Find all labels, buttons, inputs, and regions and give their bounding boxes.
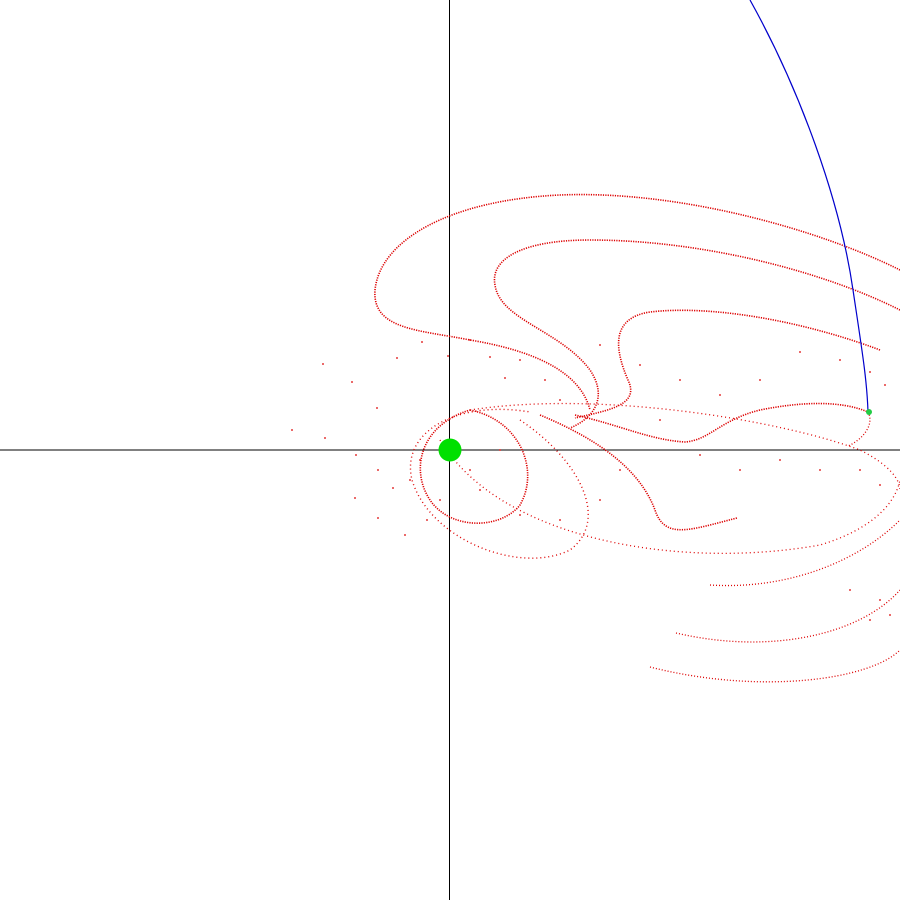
central-body: [438, 438, 462, 462]
particle-dot: [324, 437, 326, 439]
particle-dot: [869, 619, 871, 621]
particle-stream-10: [709, 519, 900, 587]
particle-dot: [544, 379, 546, 381]
particle-dot: [322, 363, 324, 365]
particle-dot: [447, 355, 449, 357]
particle-dot: [291, 429, 293, 431]
particle-dot: [859, 469, 861, 471]
particle-dot: [799, 351, 801, 353]
particle-stream-1: [374, 193, 900, 411]
satellite-dot: [866, 409, 872, 415]
particle-dot: [884, 384, 886, 386]
particle-dot: [354, 497, 356, 499]
particle-dot: [779, 459, 781, 461]
particle-dot: [599, 499, 601, 501]
particle-stream-12: [649, 649, 900, 683]
particle-stream-7: [409, 408, 589, 559]
orbit-path: [749, 0, 869, 413]
particle-dot: [559, 519, 561, 521]
particle-dot: [392, 487, 394, 489]
particle-dot: [421, 341, 423, 343]
particle-dot: [659, 419, 661, 421]
particle-dot: [419, 459, 421, 461]
particle-stream-6: [419, 409, 529, 524]
particle-stream-9: [469, 402, 900, 491]
particle-dot: [739, 469, 741, 471]
particle-dot: [519, 359, 521, 361]
particle-dot: [679, 379, 681, 381]
particle-dot: [879, 484, 881, 486]
particle-dot: [409, 479, 411, 481]
particle-stream-3: [574, 309, 881, 419]
particle-dot: [355, 454, 357, 456]
particle-dot: [519, 514, 521, 516]
particle-dot: [404, 534, 406, 536]
particle-dot: [699, 454, 701, 456]
particle-dot: [351, 381, 353, 383]
particle-dot: [639, 364, 641, 366]
particle-dot: [849, 589, 851, 591]
particle-dot: [376, 407, 378, 409]
particle-dot: [469, 469, 471, 471]
particle-dot: [759, 379, 761, 381]
particle-streams: [291, 193, 900, 683]
particle-dot: [439, 499, 441, 501]
particle-dot: [719, 394, 721, 396]
particle-stream-13: [847, 411, 871, 447]
particle-dot: [479, 489, 481, 491]
particle-dot: [599, 344, 601, 346]
particle-dot: [489, 356, 491, 358]
particle-dot: [504, 377, 506, 379]
particle-dot: [559, 399, 561, 401]
particle-dot: [377, 517, 379, 519]
particle-stream-5: [539, 414, 738, 531]
particle-dot: [499, 449, 501, 451]
particle-dot: [889, 614, 891, 616]
particle-dot: [839, 359, 841, 361]
particle-stream-8: [439, 439, 900, 554]
particle-stream-11: [675, 589, 900, 643]
particle-dot: [869, 371, 871, 373]
particle-dot: [819, 469, 821, 471]
particle-dot: [426, 519, 428, 521]
particle-dot: [879, 599, 881, 601]
particle-stream-4: [574, 402, 869, 443]
particle-dot: [469, 339, 471, 341]
particle-dot: [396, 357, 398, 359]
particle-dot: [619, 469, 621, 471]
particle-dot: [377, 469, 379, 471]
particle-stream-2: [493, 239, 900, 429]
